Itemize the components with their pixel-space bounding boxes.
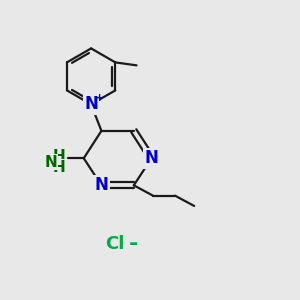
Text: +: + [94, 93, 104, 103]
Text: N: N [84, 95, 98, 113]
Text: N: N [44, 154, 57, 169]
Text: H: H [52, 160, 65, 175]
Text: N: N [145, 149, 158, 167]
Text: -: - [129, 234, 139, 254]
Text: Cl: Cl [105, 235, 124, 253]
Text: N: N [94, 176, 108, 194]
Text: H: H [52, 149, 65, 164]
